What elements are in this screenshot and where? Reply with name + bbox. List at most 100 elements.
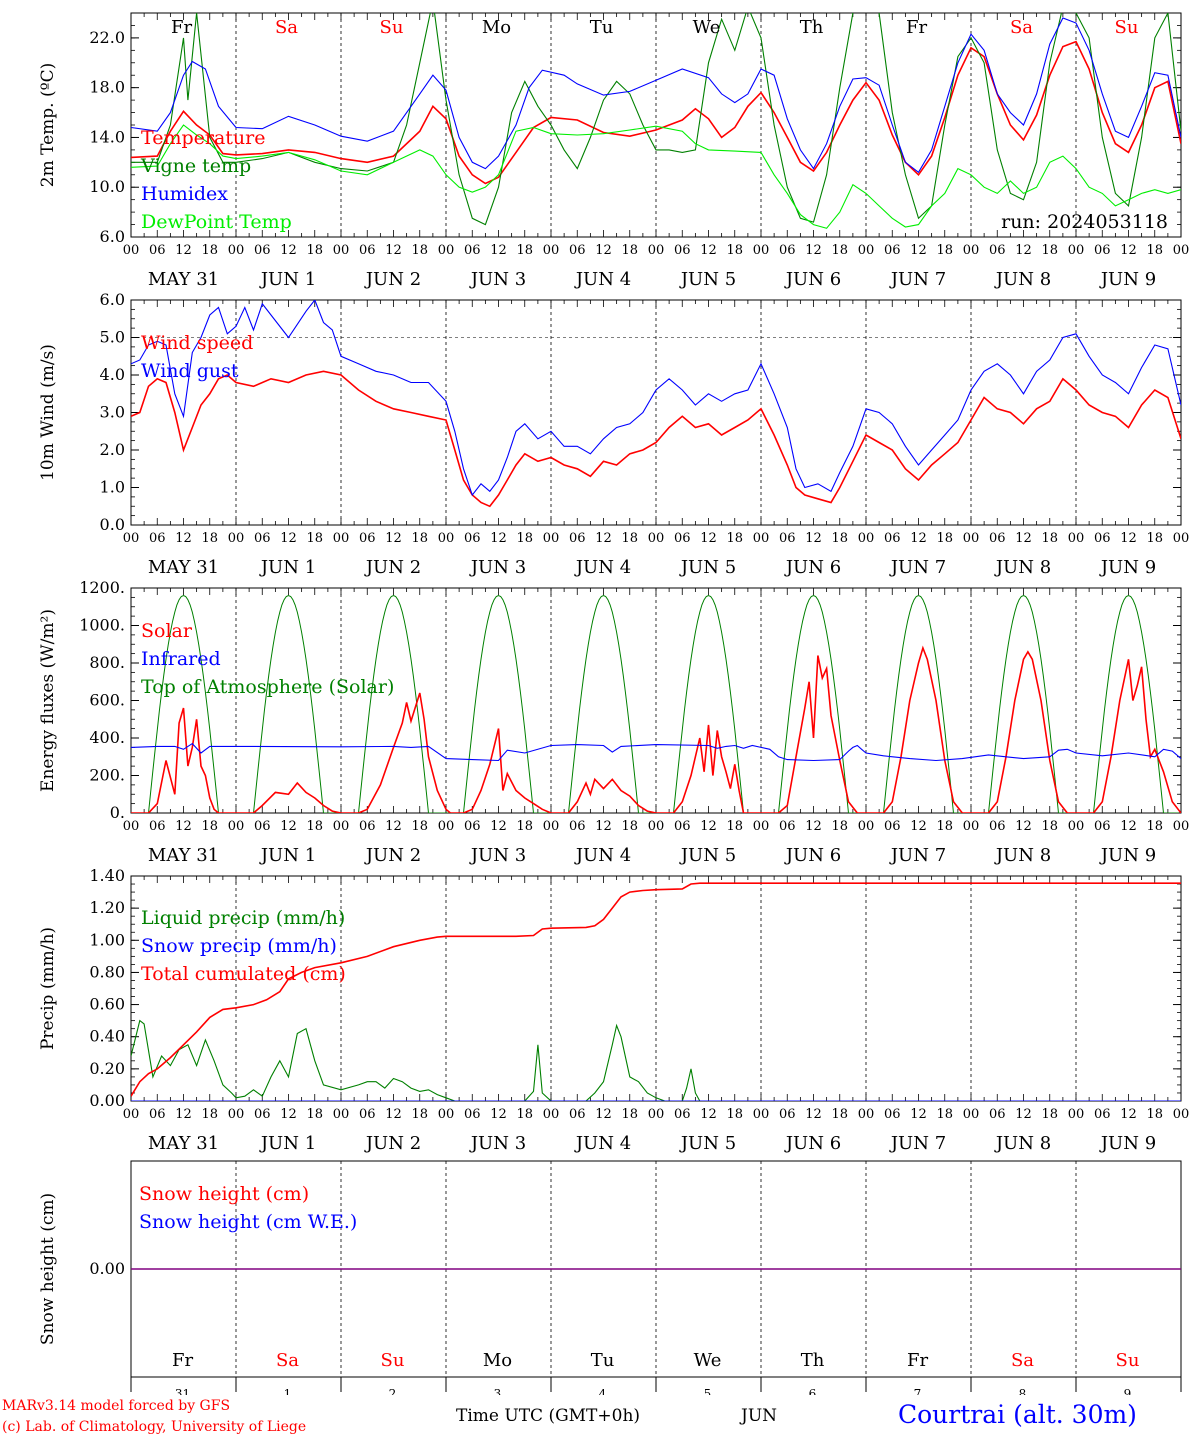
y-axis-label: 2m Temp. (ºC) [38,63,58,188]
hour-label: 12 [385,531,402,546]
hour-label: 12 [700,243,717,258]
legend-entry: Infrared [141,648,221,670]
hour-label: 06 [884,1107,901,1122]
day-of-week-label: Sa [1010,17,1033,38]
date-label: JUN 6 [784,1133,841,1154]
hour-label: 00 [753,243,770,258]
hour-label: 18 [1041,531,1058,546]
date-label: JUN 2 [364,1133,421,1154]
bottom-day-number: 3 [494,1387,502,1395]
x-axis-title: Time UTC (GMT+0h) [456,1406,641,1426]
hour-label: 18 [726,243,743,258]
plot-area [131,300,1181,508]
hour-label: 06 [359,1107,376,1122]
hour-label: 00 [1068,531,1085,546]
hour-label: 00 [333,819,350,834]
hour-label: 12 [1120,819,1137,834]
series-humidex [131,17,1181,174]
hour-label: 12 [1015,243,1032,258]
hour-label: 00 [228,819,245,834]
date-label: JUN 7 [889,557,946,578]
panel-precip: 0.00 0.20 0.40 0.60 0.80 1.00 1.20 1.40 Precip (… [38,866,1189,1154]
bottom-day-of-week: Tu [591,1350,615,1371]
y-tick-label: 0.0 [100,515,125,534]
hour-label: 06 [569,1107,586,1122]
legend-entry: Snow precip (mm/h) [141,935,337,957]
hour-label: 12 [1120,1107,1137,1122]
hour-label: 06 [989,1107,1006,1122]
bottom-day-of-week: Fr [172,1350,193,1371]
run-label: run: 2024053118 [1001,211,1168,233]
hour-label: 12 [175,243,192,258]
hour-label: 00 [858,1107,875,1122]
date-label: JUN 9 [1099,845,1156,866]
hour-label: 12 [595,819,612,834]
date-label: JUN 4 [574,1133,631,1154]
hour-label: 18 [411,1107,428,1122]
series-wind-gust [131,300,1181,497]
hour-label: 06 [674,819,691,834]
series-temperature [131,40,1181,185]
y-axis-label: Snow height (cm) [38,1193,58,1345]
y-tick-label: 200. [89,766,125,785]
lab-credit: (c) Lab. of Climatology, University of L… [2,1419,307,1435]
hour-label: 06 [674,243,691,258]
hour-label: 18 [726,819,743,834]
hour-label: 06 [569,819,586,834]
series-vigne-temp [131,13,1181,226]
date-label: JUN 6 [784,845,841,866]
hour-label: 00 [753,1107,770,1122]
date-label: MAY 31 [148,1133,219,1154]
panel-temp: 6.0 10.0 14.0 18.0 22.0 2m Temp. (ºC) Temperat… [38,12,1189,290]
legend-entry: Snow height (cm W.E.) [139,1211,357,1233]
bottom-day-of-week: Th [801,1350,825,1371]
hour-label: 18 [831,819,848,834]
hour-label: 18 [1146,1107,1163,1122]
model-credit: MARv3.14 model forced by GFS [2,1398,231,1414]
date-label: JUN 4 [574,557,631,578]
y-tick-label: 600. [89,691,125,710]
bottom-day-number: 4 [599,1387,607,1395]
y-tick-label: 0.20 [89,1059,125,1078]
hour-label: 06 [464,531,481,546]
date-label: JUN 2 [364,845,421,866]
legend-entry: Top of Atmosphere (Solar) [141,676,394,698]
bottom-day-of-week: Su [381,1350,405,1371]
date-label: JUN 8 [994,845,1051,866]
y-tick-label: 18.0 [89,78,125,97]
hour-label: 00 [963,1107,980,1122]
hour-label: 18 [306,243,323,258]
hour-label: 00 [123,531,140,546]
plot-area [131,13,1181,229]
date-label: JUN 3 [469,1133,526,1154]
hour-label: 06 [1094,1107,1111,1122]
hour-label: 06 [569,531,586,546]
hour-label: 12 [805,531,822,546]
hour-label: 06 [254,819,271,834]
date-label: MAY 31 [148,845,219,866]
bottom-day-of-week: We [694,1350,722,1371]
hour-label: 06 [674,1107,691,1122]
date-label: JUN 9 [1099,1133,1156,1154]
plot-frame [130,587,1182,814]
y-tick-label: 1.20 [89,898,125,917]
plot-area [131,594,1181,813]
hour-label: 12 [1120,243,1137,258]
plot-frame [130,299,1182,526]
day-of-week-label: Su [380,17,404,38]
hour-label: 18 [201,243,218,258]
hour-label: 06 [779,1107,796,1122]
day-of-week-label: Fr [906,17,927,38]
bottom-day-number: 1 [284,1387,292,1395]
hour-label: 06 [254,243,271,258]
hour-label: 00 [648,819,665,834]
hour-label: 00 [438,531,455,546]
hour-label: 18 [201,1107,218,1122]
date-label: JUN 8 [994,557,1051,578]
date-label: MAY 31 [148,269,219,290]
location-title: Courtrai (alt. 30m) [898,1400,1137,1429]
date-label: JUN 7 [889,845,946,866]
hour-label: 18 [201,531,218,546]
hour-label: 18 [411,243,428,258]
series-dewpoint-temp [131,124,1181,229]
